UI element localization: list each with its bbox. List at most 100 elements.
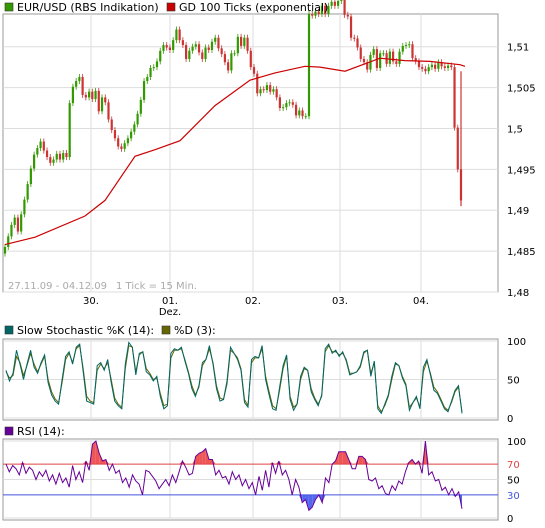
rsi-overbought-fill	[199, 451, 203, 465]
price-x-tick-label: 01.	[162, 296, 178, 307]
price-candle	[75, 81, 78, 87]
price-candle	[136, 113, 139, 125]
price-candle	[117, 138, 120, 147]
price-y-tick-label: 1,51	[507, 43, 529, 54]
price-candle	[133, 124, 136, 132]
price-candle	[120, 146, 123, 149]
legend-label-stoch-k: Slow Stochastic %K (14):	[17, 324, 154, 337]
price-candle	[430, 64, 433, 68]
price-candle	[29, 168, 32, 185]
rsi-oversold-fill	[302, 494, 306, 503]
price-candle	[411, 44, 414, 59]
price-candle	[210, 41, 214, 50]
price-candle	[443, 66, 446, 68]
price-candle	[23, 199, 26, 215]
rsi-y-tick-label: 50	[507, 476, 520, 487]
price-candle	[55, 153, 58, 160]
price-panel: 1,48 1,485 1,49 1,495 1,5 1,505 1,51 30. 01.Dez…	[2, 0, 536, 318]
rsi-overbought-fill	[95, 441, 100, 465]
price-candle	[149, 67, 152, 77]
price-candle	[346, 14, 349, 17]
price-candle	[97, 90, 100, 112]
price-candle	[42, 141, 45, 151]
price-candle	[87, 91, 91, 98]
stochastic-y-tick-label: 0	[507, 414, 513, 425]
price-candle	[356, 38, 359, 48]
price-candle	[178, 29, 181, 41]
price-candle	[246, 37, 249, 51]
price-candle	[417, 61, 421, 68]
price-candle	[159, 50, 162, 62]
price-candle	[113, 130, 117, 139]
price-x-tick-label: 04.	[413, 296, 429, 307]
price-grid	[3, 14, 498, 293]
price-candle	[130, 131, 133, 139]
price-candle	[214, 37, 217, 42]
price-candle	[71, 86, 75, 104]
price-candle	[172, 40, 175, 50]
price-candle	[349, 16, 353, 38]
price-candle	[391, 51, 395, 62]
price-candle	[3, 247, 7, 254]
price-candle	[123, 143, 126, 149]
price-candle	[220, 48, 223, 55]
price-candle	[207, 47, 210, 50]
price-candle	[223, 54, 227, 63]
legend-swatch-eurusd	[4, 2, 14, 12]
price-x-tick-label: Dez.	[159, 307, 181, 318]
price-candle	[298, 110, 301, 116]
price-candle	[139, 99, 142, 114]
price-candle	[450, 65, 453, 68]
price-candle	[217, 37, 220, 49]
price-candle	[278, 97, 281, 109]
price-candle	[324, 5, 327, 14]
price-candle	[314, 11, 317, 16]
rsi-y-tick-label: 100	[507, 437, 526, 448]
rsi-overbought-fill	[425, 441, 429, 465]
price-candle	[204, 47, 207, 59]
legend-swatch-stoch-d	[161, 325, 171, 335]
price-candle	[434, 64, 437, 69]
price-candle	[343, 0, 346, 15]
price-candle	[126, 138, 129, 144]
legend-label-eurusd: EUR/USD (RBS Indikation)	[17, 1, 159, 14]
legend-swatch-rsi	[4, 426, 14, 436]
price-x-axis: 30. 01.Dez. 02. 03. 04.	[83, 296, 429, 318]
ma-line	[4, 57, 466, 246]
price-candle	[304, 116, 307, 118]
price-candle	[155, 61, 159, 68]
price-candle	[162, 45, 165, 51]
price-candle	[382, 53, 385, 55]
price-candle	[311, 14, 314, 16]
price-candle	[340, 0, 343, 1]
price-candle	[317, 11, 320, 14]
rsi-overbought-fill	[355, 456, 359, 465]
price-candle	[249, 50, 252, 68]
price-candle	[197, 44, 201, 53]
price-candle	[414, 58, 417, 62]
rsi-overbought-fill	[92, 441, 96, 465]
price-candle	[236, 36, 239, 54]
price-candle	[191, 46, 194, 51]
price-candle	[33, 154, 36, 169]
legend-label-rsi: RSI (14):	[17, 425, 65, 438]
price-candle	[100, 97, 104, 112]
price-candle	[181, 40, 184, 46]
price-candle	[408, 44, 411, 46]
rsi-overbought-fill	[422, 441, 426, 465]
legend-swatch-ma	[166, 2, 176, 12]
price-candle	[375, 49, 379, 68]
price-y-tick-label: 1,49	[507, 206, 529, 217]
price-candle	[146, 76, 149, 82]
rsi-overbought-fill	[202, 448, 206, 465]
price-candle	[16, 217, 20, 232]
rsi-line	[5, 440, 463, 512]
price-candle	[175, 29, 178, 41]
price-candle	[168, 47, 172, 50]
rsi-y-axis: 0 30 50 70 100	[507, 437, 526, 525]
price-candle	[259, 89, 262, 94]
price-candle	[39, 141, 42, 149]
price-y-tick-label: 1,495	[507, 165, 536, 176]
price-candle	[327, 5, 330, 14]
rsi-panel: 0 30 50 70 100 RSI (14):	[2, 425, 526, 525]
